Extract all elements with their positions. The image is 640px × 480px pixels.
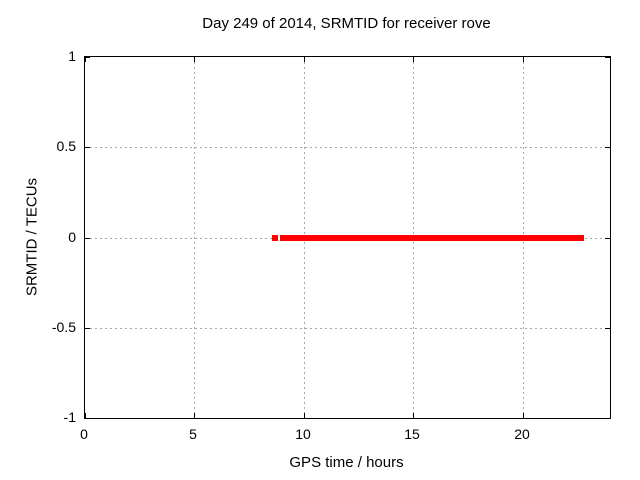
x-tick-label: 5 xyxy=(189,426,197,442)
x-axis-label: GPS time / hours xyxy=(289,454,404,471)
y-tick-mark-right xyxy=(605,57,610,58)
y-tick-label: 0.5 xyxy=(56,138,76,154)
y-tick-label: 1 xyxy=(68,48,76,64)
chart-title: Day 249 of 2014, SRMTID for receiver rov… xyxy=(202,15,491,32)
y-tick-mark-left xyxy=(85,147,90,148)
plot-area xyxy=(84,56,611,419)
x-tick-mark-top xyxy=(85,57,86,62)
data-series-line xyxy=(279,234,584,241)
data-series-line xyxy=(272,234,278,241)
x-tick-mark-top xyxy=(194,57,195,62)
x-tick-label: 20 xyxy=(514,426,530,442)
vertical-gridline xyxy=(194,57,195,418)
x-tick-label: 15 xyxy=(404,426,420,442)
y-tick-mark-right xyxy=(605,328,610,329)
x-tick-mark-top xyxy=(523,57,524,62)
x-tick-mark-top xyxy=(413,57,414,62)
x-tick-mark-bottom xyxy=(304,413,305,418)
x-tick-mark-bottom xyxy=(194,413,195,418)
horizontal-gridline xyxy=(85,328,610,329)
x-tick-mark-top xyxy=(304,57,305,62)
y-tick-mark-right xyxy=(605,147,610,148)
x-tick-mark-bottom xyxy=(85,413,86,418)
x-tick-label: 0 xyxy=(80,426,88,442)
horizontal-gridline xyxy=(85,147,610,148)
y-tick-mark-left xyxy=(85,57,90,58)
x-tick-mark-bottom xyxy=(413,413,414,418)
y-tick-label: -1 xyxy=(63,409,76,425)
x-tick-mark-bottom xyxy=(523,413,524,418)
x-tick-label: 10 xyxy=(295,426,311,442)
y-tick-mark-right xyxy=(605,238,610,239)
y-tick-mark-left xyxy=(85,418,90,419)
y-tick-mark-left xyxy=(85,328,90,329)
y-tick-mark-left xyxy=(85,238,90,239)
y-tick-label: -0.5 xyxy=(51,319,76,335)
y-tick-label: 0 xyxy=(68,229,76,245)
y-tick-mark-right xyxy=(605,418,610,419)
